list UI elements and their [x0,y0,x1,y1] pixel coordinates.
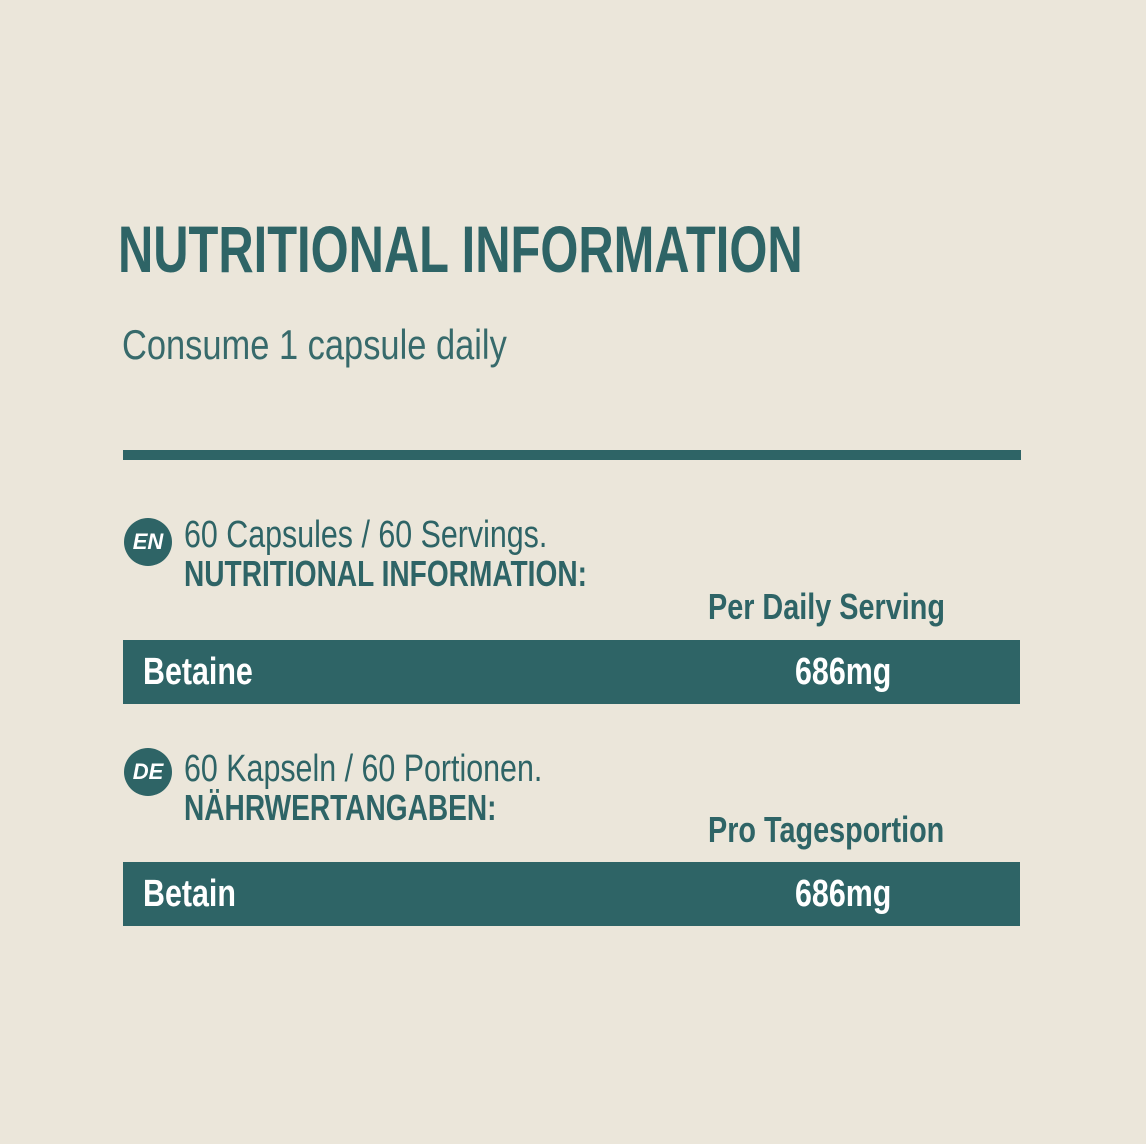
package-info-en: 60 Capsules / 60 Servings. [184,514,548,556]
table-row: Betain 686mg [123,862,1020,926]
ingredient-value: 686mg [795,873,892,915]
package-info-de: 60 Kapseln / 60 Portionen. [184,748,543,790]
divider [123,450,1021,460]
ingredient-value: 686mg [795,651,892,693]
section-heading-de: NÄHRWERTANGABEN: [184,787,497,828]
table-row: Betaine 686mg [123,640,1020,704]
language-badge-en: EN [124,518,172,566]
language-badge-de: DE [124,748,172,796]
page-title: NUTRITIONAL INFORMATION [118,212,803,286]
ingredient-name: Betaine [143,651,253,693]
usage-instruction: Consume 1 capsule daily [122,321,507,368]
ingredient-name: Betain [143,873,236,915]
column-header-en: Per Daily Serving [708,586,945,627]
section-heading-en: NUTRITIONAL INFORMATION: [184,553,587,594]
column-header-de: Pro Tagesportion [708,809,945,850]
